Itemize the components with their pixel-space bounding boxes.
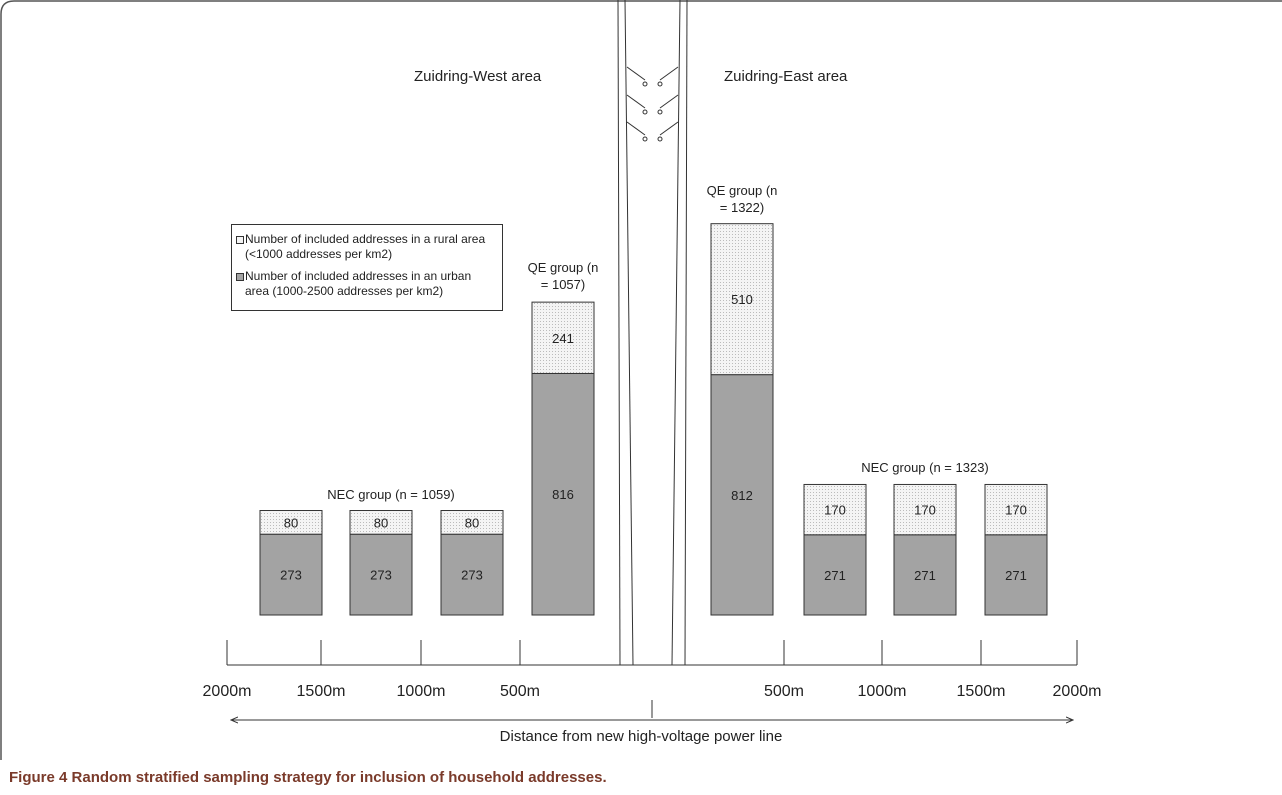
urban-bar xyxy=(710,374,774,616)
urban-bar xyxy=(531,372,595,616)
urban-bar xyxy=(440,533,504,616)
distance-label: 2000m xyxy=(203,683,252,700)
distance-label: 500m xyxy=(500,683,540,700)
rural-bar xyxy=(710,223,774,376)
group-label: QE group (n = 1322) xyxy=(706,183,778,215)
area-label: Zuidring-East area xyxy=(724,68,848,85)
bar-value: 80 xyxy=(465,515,479,530)
urban-bar xyxy=(349,533,413,616)
frame xyxy=(0,0,1282,760)
bar-value: 510 xyxy=(731,292,753,307)
bar-value: 80 xyxy=(374,515,388,530)
legend: Number of included addresses in a rural … xyxy=(231,224,503,311)
legend-text: Number of included addresses in a rural … xyxy=(245,232,486,261)
bar-value: 271 xyxy=(1005,568,1027,583)
legend-swatch xyxy=(236,236,244,244)
area-label: Zuidring-West area xyxy=(414,68,542,85)
distance-label: 1000m xyxy=(858,683,907,700)
urban-bar xyxy=(259,533,323,616)
group-label: NEC group (n = 1323) xyxy=(861,460,989,475)
bar-value: 273 xyxy=(461,568,483,583)
distance-label: 500m xyxy=(764,683,804,700)
urban-bar xyxy=(984,534,1048,616)
axis-title: Distance from new high-voltage power lin… xyxy=(499,728,783,745)
distance-axis xyxy=(227,664,1077,720)
legend-item: Number of included addresses in a rural … xyxy=(236,232,498,262)
bar-value: 170 xyxy=(824,503,846,518)
bar-value: 80 xyxy=(284,515,298,530)
distance-label: 1500m xyxy=(297,683,346,700)
bar-value: 273 xyxy=(370,568,392,583)
bar-value: 170 xyxy=(914,503,936,518)
group-label: QE group (n = 1057) xyxy=(527,260,599,292)
rural-bar xyxy=(440,510,504,535)
rural-bar xyxy=(803,483,867,536)
bar-value: 170 xyxy=(1005,503,1027,518)
legend-text: Number of included addresses in an urban… xyxy=(245,269,472,298)
caption-text: Random stratified sampling strategy for … xyxy=(71,769,607,786)
caption: Figure 4 Random stratified sampling stra… xyxy=(9,769,607,786)
bar-value: 816 xyxy=(552,487,574,502)
rural-bar xyxy=(259,510,323,535)
rural-bar xyxy=(893,483,957,536)
bar-value: 812 xyxy=(731,488,753,503)
tower xyxy=(617,0,688,666)
group-label: NEC group (n = 1059) xyxy=(327,487,455,502)
rural-bar xyxy=(349,510,413,535)
distance-label: 1500m xyxy=(957,683,1006,700)
legend-item: Number of included addresses in an urban… xyxy=(236,269,498,299)
rural-bar xyxy=(984,483,1048,536)
bar-value: 271 xyxy=(824,568,846,583)
bar-value: 271 xyxy=(914,568,936,583)
caption-label: Figure 4 xyxy=(9,769,68,786)
bar-value: 273 xyxy=(280,568,302,583)
legend-swatch xyxy=(236,273,244,281)
urban-bar xyxy=(893,534,957,616)
rural-bar xyxy=(531,301,595,374)
distance-label: 2000m xyxy=(1053,683,1102,700)
distance-label: 1000m xyxy=(397,683,446,700)
urban-bar xyxy=(803,534,867,616)
bar-value: 241 xyxy=(552,331,574,346)
